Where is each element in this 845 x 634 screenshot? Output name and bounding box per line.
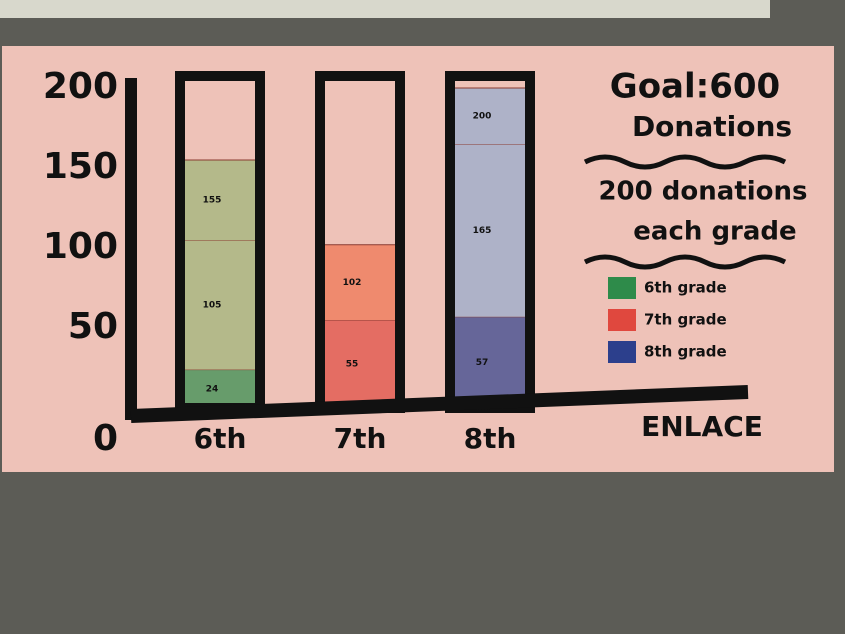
bar-segment — [454, 88, 526, 144]
y-tick-label: 0 — [93, 418, 118, 459]
paper-above — [0, 0, 770, 18]
legend-label: 7th grade — [644, 311, 727, 329]
legend-swatch — [608, 341, 636, 363]
bar-segment — [184, 240, 256, 370]
y-tick-label: 100 — [43, 226, 118, 267]
x-tick-label: 8th — [464, 422, 517, 455]
level-label: 55 — [346, 360, 359, 370]
annotation: Donations — [632, 110, 792, 143]
legend-swatch — [608, 277, 636, 299]
y-tick-label: 150 — [43, 146, 118, 187]
level-label: 165 — [473, 226, 492, 236]
level-label: 105 — [203, 300, 222, 310]
level-label: 155 — [203, 196, 222, 206]
legend-label: 8th grade — [644, 343, 727, 361]
bar-segment — [324, 320, 396, 408]
x-tick-label: 6th — [194, 422, 247, 455]
legend-label: 6th grade — [644, 279, 727, 297]
legend-swatch — [608, 309, 636, 331]
annotation: each grade — [633, 217, 796, 247]
bar-segment — [454, 144, 526, 317]
bar-segment — [184, 369, 256, 408]
x-axis — [130, 385, 749, 423]
x-tick-label: 7th — [334, 422, 387, 455]
level-label: 57 — [476, 358, 489, 368]
bar-segment — [324, 244, 396, 320]
x-axis-label: ENLACE — [641, 410, 763, 443]
squiggle — [583, 154, 787, 170]
level-label: 24 — [206, 384, 219, 394]
bar-segment — [454, 316, 526, 408]
bar-segment — [184, 160, 256, 240]
y-tick-label: 50 — [68, 306, 118, 347]
annotation: Goal:600 — [610, 67, 780, 107]
level-label: 200 — [473, 112, 492, 122]
squiggle — [583, 254, 787, 270]
y-tick-label: 200 — [43, 66, 118, 107]
annotation: 200 donations — [598, 177, 807, 207]
level-label: 102 — [343, 278, 362, 288]
